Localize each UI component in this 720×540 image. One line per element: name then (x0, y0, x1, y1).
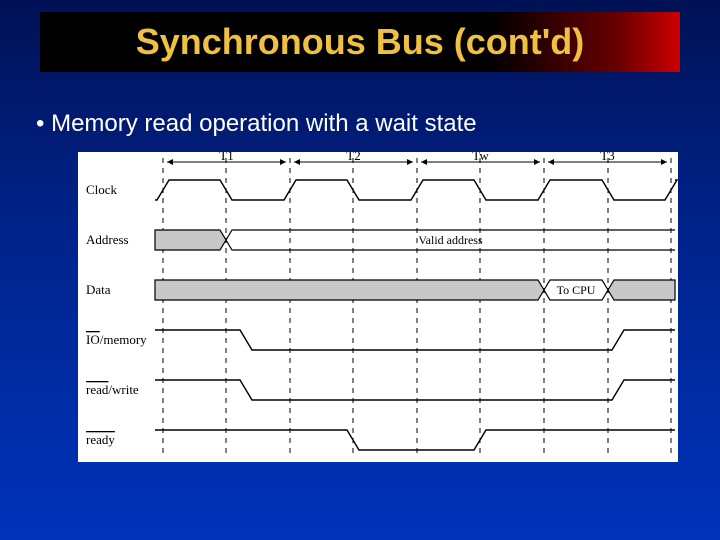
bullet-text: Memory read operation with a wait state (36, 110, 477, 138)
svg-text:T1: T1 (219, 152, 233, 163)
svg-text:ready: ready (86, 432, 115, 447)
slide-title: Synchronous Bus (cont'd) (136, 21, 585, 63)
title-bar: Synchronous Bus (cont'd) (40, 12, 680, 72)
svg-text:Address: Address (86, 232, 129, 247)
slide: Synchronous Bus (cont'd) Memory read ope… (0, 0, 720, 540)
svg-text:To CPU: To CPU (557, 283, 596, 297)
svg-text:Valid address: Valid address (418, 233, 483, 247)
svg-text:read/write: read/write (86, 382, 139, 397)
svg-text:T2: T2 (346, 152, 360, 163)
svg-text:Clock: Clock (86, 182, 118, 197)
svg-text:Data: Data (86, 282, 111, 297)
timing-diagram: T1 T2 Tw T3 Clock Address Data IO/memory read/wr… (78, 152, 678, 462)
svg-text:T3: T3 (600, 152, 614, 163)
svg-text:Tw: Tw (472, 152, 489, 163)
svg-text:IO/memory: IO/memory (86, 332, 147, 347)
